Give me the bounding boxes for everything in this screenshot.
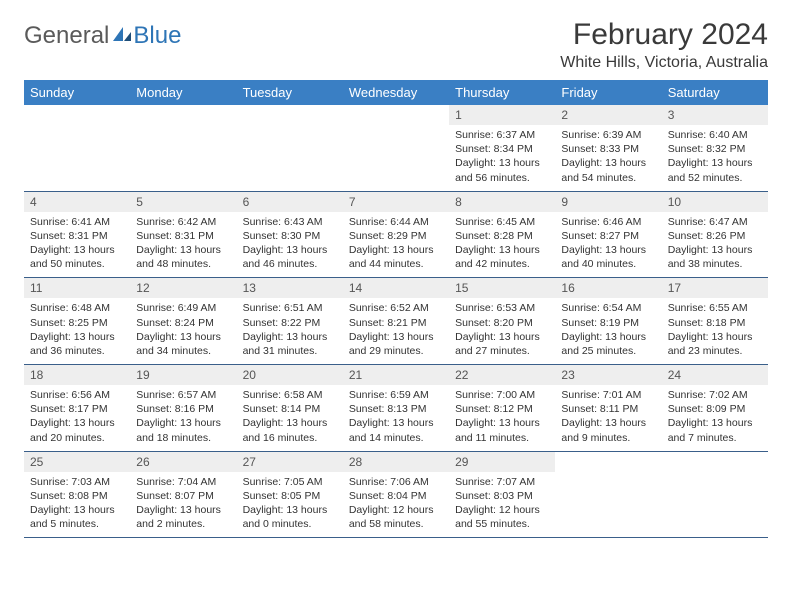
- day-number: [343, 105, 449, 111]
- day-number: 26: [130, 452, 236, 472]
- calendar-table: SundayMondayTuesdayWednesdayThursdayFrid…: [24, 80, 768, 538]
- day-number: 9: [555, 192, 661, 212]
- day-number: 20: [237, 365, 343, 385]
- day-number: 24: [662, 365, 768, 385]
- day-cell: Sunrise: 6:52 AMSunset: 8:21 PMDaylight:…: [343, 298, 449, 364]
- day-number: 12: [130, 278, 236, 298]
- day-cell: Sunrise: 6:37 AMSunset: 8:34 PMDaylight:…: [449, 125, 555, 191]
- day-cell: Sunrise: 6:42 AMSunset: 8:31 PMDaylight:…: [130, 212, 236, 278]
- day-number: 28: [343, 452, 449, 472]
- day-cell: Sunrise: 6:58 AMSunset: 8:14 PMDaylight:…: [237, 385, 343, 451]
- day-cell: Sunrise: 6:48 AMSunset: 8:25 PMDaylight:…: [24, 298, 130, 364]
- day-number: [237, 105, 343, 111]
- day-number: 18: [24, 365, 130, 385]
- day-cell: [662, 472, 768, 530]
- day-number: 11: [24, 278, 130, 298]
- day-cell: Sunrise: 7:05 AMSunset: 8:05 PMDaylight:…: [237, 472, 343, 538]
- day-cell: Sunrise: 6:53 AMSunset: 8:20 PMDaylight:…: [449, 298, 555, 364]
- day-number: 16: [555, 278, 661, 298]
- day-number: 6: [237, 192, 343, 212]
- day-number: 15: [449, 278, 555, 298]
- weekday-header: Tuesday: [237, 80, 343, 105]
- page-subtitle: White Hills, Victoria, Australia: [560, 54, 768, 72]
- logo-text-blue: Blue: [133, 22, 181, 50]
- day-cell: Sunrise: 6:57 AMSunset: 8:16 PMDaylight:…: [130, 385, 236, 451]
- day-number: 1: [449, 105, 555, 125]
- day-number: 8: [449, 192, 555, 212]
- page-title: February 2024: [560, 18, 768, 52]
- day-cell: Sunrise: 6:47 AMSunset: 8:26 PMDaylight:…: [662, 212, 768, 278]
- day-cell: Sunrise: 6:49 AMSunset: 8:24 PMDaylight:…: [130, 298, 236, 364]
- day-cell: [555, 472, 661, 530]
- weekday-header: Sunday: [24, 80, 130, 105]
- day-cell: Sunrise: 6:44 AMSunset: 8:29 PMDaylight:…: [343, 212, 449, 278]
- day-cell: Sunrise: 6:45 AMSunset: 8:28 PMDaylight:…: [449, 212, 555, 278]
- day-number: 5: [130, 192, 236, 212]
- day-cell: Sunrise: 7:00 AMSunset: 8:12 PMDaylight:…: [449, 385, 555, 451]
- day-cell: Sunrise: 6:51 AMSunset: 8:22 PMDaylight:…: [237, 298, 343, 364]
- day-number: 14: [343, 278, 449, 298]
- sail-icon: [111, 22, 133, 50]
- day-number: 17: [662, 278, 768, 298]
- logo-text-general: General: [24, 22, 109, 50]
- calendar-page: General Blue February 2024 White Hills, …: [0, 0, 792, 538]
- day-number: 2: [555, 105, 661, 125]
- day-cell: Sunrise: 7:02 AMSunset: 8:09 PMDaylight:…: [662, 385, 768, 451]
- day-number: [555, 452, 661, 458]
- day-cell: Sunrise: 7:03 AMSunset: 8:08 PMDaylight:…: [24, 472, 130, 538]
- day-cell: [24, 125, 130, 183]
- day-cell: Sunrise: 6:39 AMSunset: 8:33 PMDaylight:…: [555, 125, 661, 191]
- weekday-header: Monday: [130, 80, 236, 105]
- weekday-header: Thursday: [449, 80, 555, 105]
- calendar-header-row: SundayMondayTuesdayWednesdayThursdayFrid…: [24, 80, 768, 105]
- day-number: 23: [555, 365, 661, 385]
- day-cell: Sunrise: 6:46 AMSunset: 8:27 PMDaylight:…: [555, 212, 661, 278]
- day-number: 10: [662, 192, 768, 212]
- day-number: 19: [130, 365, 236, 385]
- weekday-header: Friday: [555, 80, 661, 105]
- weekday-header: Wednesday: [343, 80, 449, 105]
- day-cell: Sunrise: 6:59 AMSunset: 8:13 PMDaylight:…: [343, 385, 449, 451]
- day-number: 13: [237, 278, 343, 298]
- day-cell: [343, 125, 449, 183]
- day-cell: Sunrise: 7:04 AMSunset: 8:07 PMDaylight:…: [130, 472, 236, 538]
- title-block: February 2024 White Hills, Victoria, Aus…: [560, 18, 768, 72]
- logo: General Blue: [24, 22, 181, 50]
- page-header: General Blue February 2024 White Hills, …: [24, 18, 768, 72]
- day-number: 7: [343, 192, 449, 212]
- day-cell: [237, 125, 343, 183]
- day-cell: [130, 125, 236, 183]
- day-cell: Sunrise: 6:56 AMSunset: 8:17 PMDaylight:…: [24, 385, 130, 451]
- day-cell: Sunrise: 6:40 AMSunset: 8:32 PMDaylight:…: [662, 125, 768, 191]
- day-number: 22: [449, 365, 555, 385]
- day-number: 25: [24, 452, 130, 472]
- day-number: [130, 105, 236, 111]
- day-number: 29: [449, 452, 555, 472]
- day-cell: Sunrise: 6:43 AMSunset: 8:30 PMDaylight:…: [237, 212, 343, 278]
- day-cell: Sunrise: 6:55 AMSunset: 8:18 PMDaylight:…: [662, 298, 768, 364]
- weekday-header: Saturday: [662, 80, 768, 105]
- day-number: 3: [662, 105, 768, 125]
- day-cell: Sunrise: 6:41 AMSunset: 8:31 PMDaylight:…: [24, 212, 130, 278]
- day-cell: Sunrise: 7:07 AMSunset: 8:03 PMDaylight:…: [449, 472, 555, 538]
- day-number: 21: [343, 365, 449, 385]
- day-number: [24, 105, 130, 111]
- day-number: 27: [237, 452, 343, 472]
- day-cell: Sunrise: 6:54 AMSunset: 8:19 PMDaylight:…: [555, 298, 661, 364]
- day-cell: Sunrise: 7:06 AMSunset: 8:04 PMDaylight:…: [343, 472, 449, 538]
- day-number: 4: [24, 192, 130, 212]
- day-cell: Sunrise: 7:01 AMSunset: 8:11 PMDaylight:…: [555, 385, 661, 451]
- day-number: [662, 452, 768, 458]
